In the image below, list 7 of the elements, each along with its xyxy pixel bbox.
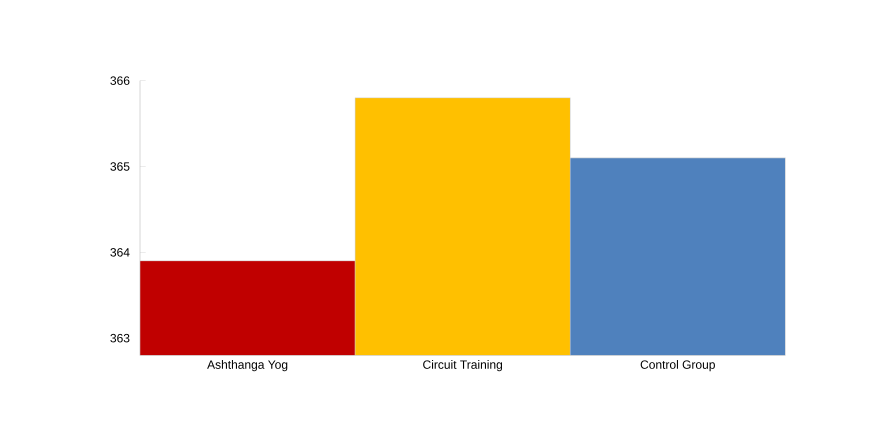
x-tick-label: Ashthanga Yog [207,360,288,372]
x-tick-label: Control Group [640,360,715,372]
y-tick-label: 363 [110,334,130,342]
x-tick-label: Circuit Training [423,360,502,372]
y-tick-label: 366 [110,76,130,85]
y-tick-label: 364 [110,248,130,257]
y-tick-label: 365 [110,162,130,171]
